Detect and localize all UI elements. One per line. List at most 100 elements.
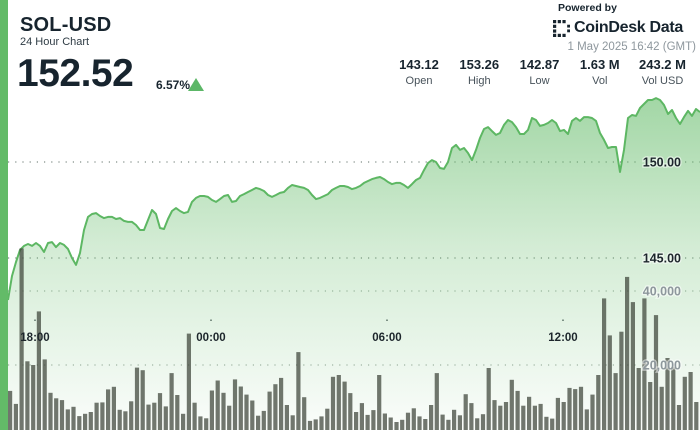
volume-bar bbox=[54, 398, 59, 430]
volume-bar bbox=[319, 416, 324, 430]
volume-bar bbox=[498, 405, 503, 430]
volume-bar bbox=[676, 405, 682, 430]
volume-bar bbox=[313, 419, 318, 430]
page-title: SOL-USD bbox=[20, 14, 112, 36]
stat-low-label: Low bbox=[529, 75, 550, 87]
volume-bar bbox=[175, 395, 180, 430]
volume-bar bbox=[532, 405, 537, 430]
volume-bar bbox=[630, 302, 635, 430]
volume-bar bbox=[613, 373, 618, 430]
volume-bar bbox=[354, 412, 359, 430]
volume-bar bbox=[365, 414, 370, 430]
volume-bar bbox=[469, 403, 474, 430]
volume-bar bbox=[117, 409, 122, 430]
volume-bar bbox=[221, 392, 226, 430]
volume-bar bbox=[578, 386, 584, 430]
volume-bar bbox=[682, 376, 687, 430]
stat-volume-usd-label: Vol USD bbox=[641, 75, 684, 87]
volume-bar bbox=[25, 361, 30, 430]
time-axis-label: 18:00 bbox=[20, 332, 49, 344]
time-axis-label: 12:00 bbox=[548, 332, 577, 344]
volume-bar bbox=[59, 400, 65, 430]
volume-bar bbox=[342, 381, 347, 430]
volume-bar bbox=[42, 359, 47, 430]
volume-bar bbox=[330, 376, 336, 430]
volume-bar bbox=[100, 402, 105, 430]
volume-bar bbox=[509, 379, 514, 430]
stat-open-value: 143.12 bbox=[399, 57, 439, 72]
volume-bar bbox=[169, 373, 174, 430]
volume-bar bbox=[607, 335, 612, 430]
volume-bar bbox=[204, 418, 209, 430]
current-price: 152.52 bbox=[17, 52, 134, 95]
volume-bar bbox=[394, 422, 399, 430]
volume-bar bbox=[284, 405, 289, 430]
volume-bar bbox=[411, 408, 416, 430]
volume-bar bbox=[256, 415, 261, 430]
volume-bar bbox=[325, 408, 330, 430]
stat-high: 153.26 High bbox=[458, 57, 500, 87]
volume-bar bbox=[227, 405, 232, 430]
volume-bar bbox=[152, 402, 157, 430]
volume-bar bbox=[192, 402, 197, 430]
stat-volume: 1.63 M Vol bbox=[579, 57, 621, 87]
volume-bar bbox=[590, 394, 595, 430]
volume-bar bbox=[446, 419, 451, 430]
volume-bar bbox=[515, 390, 520, 430]
volume-bar bbox=[302, 397, 307, 430]
volume-bar bbox=[31, 365, 36, 430]
volume-bar bbox=[348, 393, 353, 430]
price-axis-label: 145.00 bbox=[643, 252, 681, 266]
volume-bar bbox=[209, 390, 214, 430]
stat-high-label: High bbox=[467, 75, 491, 87]
chart-subtitle: 24 Hour Chart bbox=[20, 36, 90, 48]
stat-volume-label: Vol bbox=[592, 75, 608, 87]
volume-bar bbox=[538, 403, 543, 430]
volume-bar bbox=[400, 419, 405, 430]
volume-bar bbox=[636, 368, 641, 430]
volume-bar bbox=[65, 409, 70, 430]
volume-bar bbox=[250, 400, 255, 430]
volume-bar bbox=[83, 413, 88, 430]
volume-bar bbox=[480, 414, 486, 430]
volume-bar bbox=[140, 370, 145, 430]
volume-bar bbox=[13, 403, 18, 430]
volume-bar bbox=[111, 386, 116, 430]
volume-bar bbox=[659, 386, 664, 430]
volume-bar bbox=[417, 416, 422, 430]
stat-low: 142.87 Low bbox=[519, 57, 561, 87]
volume-bar bbox=[19, 248, 24, 430]
brand-name: CoinDesk Data bbox=[574, 19, 684, 36]
volume-bar bbox=[157, 393, 163, 430]
volume-bar bbox=[619, 331, 624, 430]
volume-bar bbox=[296, 352, 301, 430]
volume-bar bbox=[452, 409, 457, 430]
volume-bar bbox=[648, 382, 653, 430]
volume-bar bbox=[388, 417, 393, 430]
volume-bar bbox=[371, 410, 376, 430]
volume-bar bbox=[584, 409, 589, 430]
time-axis-label: 06:00 bbox=[372, 332, 401, 344]
volume-bar bbox=[359, 403, 364, 430]
volume-bar bbox=[48, 392, 53, 430]
volume-bar bbox=[261, 410, 266, 430]
coindesk-logo[interactable]: CoinDesk Data bbox=[553, 19, 683, 37]
volume-bar bbox=[429, 405, 434, 430]
time-axis-label: 00:00 bbox=[196, 332, 225, 344]
volume-bar bbox=[550, 418, 555, 430]
volume-bar bbox=[625, 276, 630, 430]
volume-bar bbox=[215, 380, 220, 430]
volume-bar bbox=[688, 372, 693, 430]
stat-open: 143.12 Open bbox=[398, 57, 440, 87]
stat-open-label: Open bbox=[405, 75, 433, 87]
volume-bar bbox=[642, 298, 647, 430]
volume-bar bbox=[336, 375, 341, 430]
volume-bar bbox=[290, 415, 295, 430]
volume-bar bbox=[238, 386, 243, 430]
timestamp: 1 May 2025 16:42 (GMT) bbox=[567, 41, 696, 53]
arrow-up-icon bbox=[188, 78, 204, 91]
volume-bar bbox=[123, 411, 128, 430]
powered-by-label: Powered by bbox=[558, 2, 617, 14]
